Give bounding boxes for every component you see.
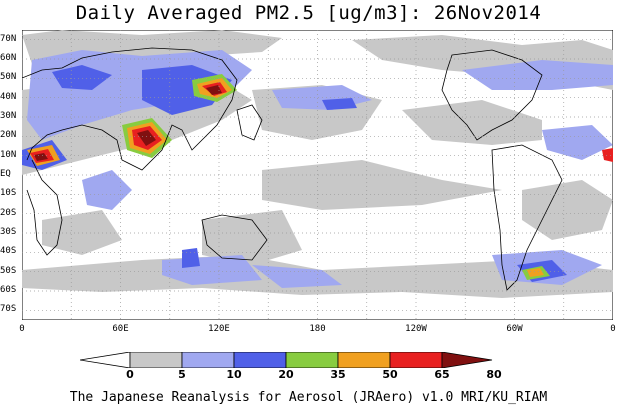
pm25-level-80-plus [34,85,222,161]
lon-label: 0 [610,324,616,334]
lon-label: 120E [208,324,230,334]
lat-label: 50N [0,72,17,83]
lat-label: 10N [0,149,17,160]
lon-label: 60W [506,324,523,334]
colorbar-segment [337,352,391,368]
lon-label: 0 [19,324,25,334]
lat-label: 50S [0,265,17,276]
lat-label: EQ [0,169,11,179]
lat-label: 30S [0,227,17,237]
lat-label: 40N [0,91,17,102]
lat-label: 20N [0,130,17,141]
lat-label: 70N [0,33,17,44]
lat-label: 20S [0,207,17,218]
coastlines [22,47,563,291]
lon-label: 120W [405,324,427,334]
colorbar-segment [441,352,493,368]
lon-label: 60E [112,324,129,334]
colorbar-label: 20 [278,368,294,381]
lat-label: 10S [0,188,17,199]
colorbar-segment [129,352,183,368]
colorbar-label: 50 [382,368,398,381]
map-panel [22,30,613,320]
lat-label: 30N [0,111,17,121]
colorbar-label: 35 [330,368,346,381]
map-title: Daily Averaged PM2.5 [ug/m3]: 26Nov2014 [75,2,542,24]
pm25-map [22,30,613,320]
lat-label: 70S [0,304,17,315]
colorbar-label: 5 [178,368,186,381]
lat-label: 60S [0,285,17,295]
colorbar-label: 0 [126,368,134,381]
colorbar-label: 65 [434,368,450,381]
graticule [22,30,613,320]
lat-label: 60N [0,53,17,63]
colorbar-segment [285,352,339,368]
colorbar-segment [389,352,443,368]
colorbar-label: 10 [226,368,242,381]
colorbar-label: 80 [486,368,502,381]
colorbar-segment [80,352,131,368]
colorbar-segment [181,352,235,368]
colorbar [80,352,493,368]
credit-line: The Japanese Reanalysis for Aerosol (JRA… [69,390,548,405]
lat-label: 40S [0,246,17,257]
colorbar-segment [233,352,287,368]
lon-label: 180 [309,324,326,334]
